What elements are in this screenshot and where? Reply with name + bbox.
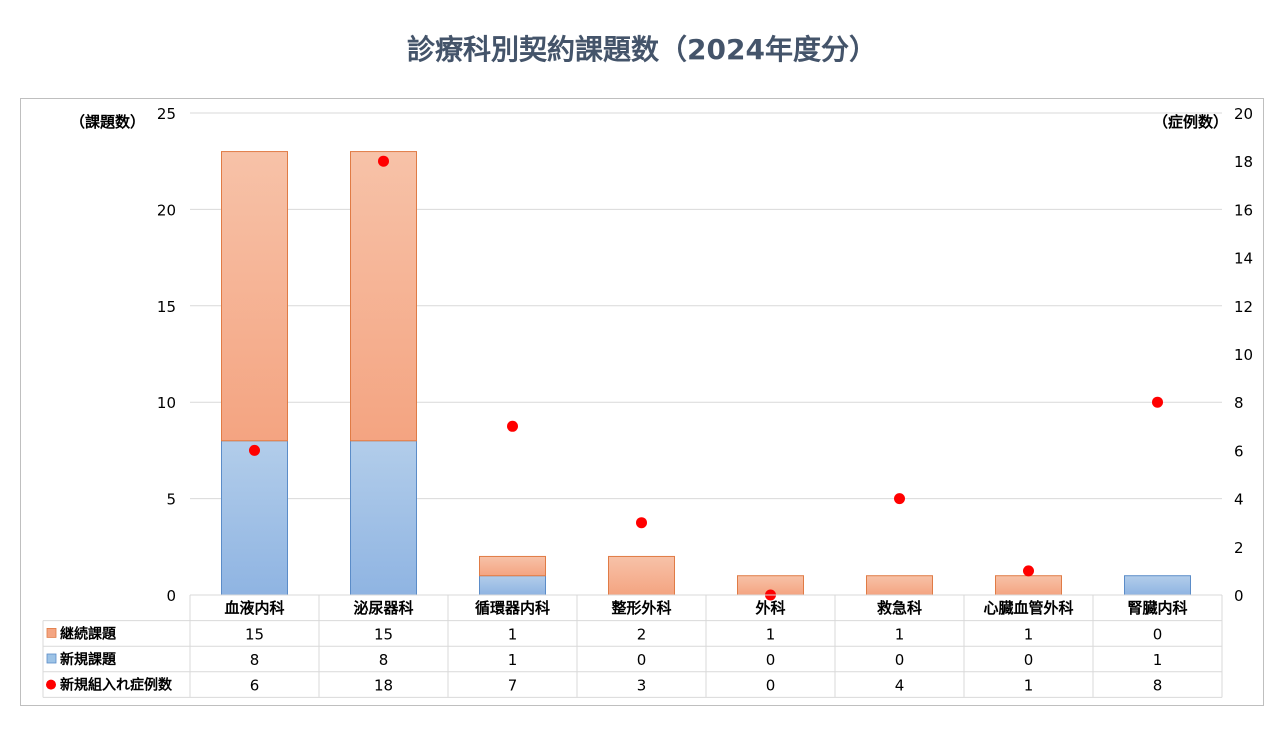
table-cell-2-5: 4	[895, 677, 905, 695]
table-cell-1-2: 1	[508, 651, 518, 669]
y-left-tick-label: 5	[166, 491, 176, 509]
table-cell-2-2: 7	[508, 677, 518, 695]
table-cell-0-6: 1	[1024, 625, 1034, 643]
y-right-axis-title: （症例数）	[1153, 113, 1228, 131]
table-cell-0-3: 2	[637, 625, 647, 643]
legend-label-1: 新規課題	[60, 651, 117, 668]
table-cell-0-4: 1	[766, 625, 776, 643]
y-right-tick-label: 0	[1234, 587, 1244, 605]
chart-title: 診療科別契約課題数（2024年度分）	[407, 33, 877, 66]
y-right-tick-label: 18	[1234, 153, 1253, 171]
category-label-2: 循環器内科	[475, 599, 550, 617]
bar-new-2	[479, 575, 546, 596]
y-right-tick-label: 2	[1234, 539, 1244, 557]
bar-continuing-6	[995, 575, 1062, 596]
table-cell-0-0: 15	[245, 625, 264, 643]
point-new-cases-7	[1152, 396, 1163, 408]
table-cell-1-7: 1	[1153, 651, 1163, 669]
y-left-tick-label: 25	[157, 105, 176, 123]
category-label-3: 整形外科	[611, 599, 671, 617]
table-cell-1-6: 0	[1024, 651, 1034, 669]
y-right-tick-label: 4	[1234, 491, 1244, 509]
y-left-tick-label: 15	[157, 298, 176, 316]
bar-continuing-0	[221, 151, 288, 442]
y-right-tick-label: 10	[1234, 346, 1253, 364]
legend-key-1	[46, 653, 57, 664]
bar-continuing-3	[608, 555, 675, 596]
table-cell-2-3: 3	[637, 677, 647, 695]
y-right-tick-label: 6	[1234, 442, 1244, 460]
table-cell-1-3: 0	[637, 651, 647, 669]
category-label-6: 心臓血管外科	[983, 599, 1073, 617]
y-left-axis-title: （課題数）	[70, 113, 145, 131]
table-cell-0-1: 15	[374, 625, 393, 643]
category-label-4: 外科	[754, 599, 785, 617]
table-cell-1-1: 8	[379, 651, 389, 669]
point-new-cases-6	[1023, 565, 1034, 577]
y-right-tick-label: 8	[1234, 394, 1244, 412]
table-cell-2-6: 1	[1024, 677, 1034, 695]
y-left-tick-label: 0	[166, 587, 176, 605]
category-label-1: 泌尿器科	[353, 599, 413, 617]
point-new-cases-3	[636, 517, 647, 529]
category-label-7: 腎臓内科	[1127, 599, 1187, 617]
y-right-tick-label: 16	[1234, 201, 1253, 219]
table-cell-0-5: 1	[895, 625, 905, 643]
table-cell-0-2: 1	[508, 625, 518, 643]
y-right-tick-label: 14	[1234, 250, 1253, 268]
bar-new-1	[350, 440, 417, 596]
bar-continuing-2	[479, 555, 546, 577]
legend-key-2	[46, 679, 56, 690]
legend-label-2: 新規組入れ症例数	[60, 677, 173, 694]
bar-new-0	[221, 440, 288, 596]
y-right-tick-label: 20	[1234, 105, 1253, 123]
point-new-cases-2	[507, 420, 518, 432]
table-cell-2-7: 8	[1153, 677, 1163, 695]
bar-new-7	[1124, 575, 1191, 596]
point-new-cases-0	[249, 444, 260, 456]
y-left-tick-label: 20	[157, 201, 176, 219]
y-right-tick-label: 12	[1234, 298, 1253, 316]
table-cell-2-0: 6	[250, 677, 260, 695]
point-new-cases-5	[894, 493, 905, 505]
table-cell-0-7: 0	[1153, 625, 1163, 643]
category-label-5: 救急科	[877, 599, 922, 617]
table-cell-1-5: 0	[895, 651, 905, 669]
legend-label-0: 継続課題	[60, 625, 117, 642]
table-cell-2-4: 0	[766, 677, 776, 695]
category-label-0: 血液内科	[224, 599, 284, 617]
chart-frame	[20, 98, 1264, 706]
point-new-cases-1	[378, 155, 389, 167]
table-cell-2-1: 18	[374, 677, 393, 695]
bar-continuing-5	[866, 575, 933, 596]
bar-continuing-1	[350, 151, 417, 442]
y-left-tick-label: 10	[157, 394, 176, 412]
legend-key-0	[46, 628, 57, 638]
table-cell-1-4: 0	[766, 651, 776, 669]
table-cell-1-0: 8	[250, 651, 260, 669]
